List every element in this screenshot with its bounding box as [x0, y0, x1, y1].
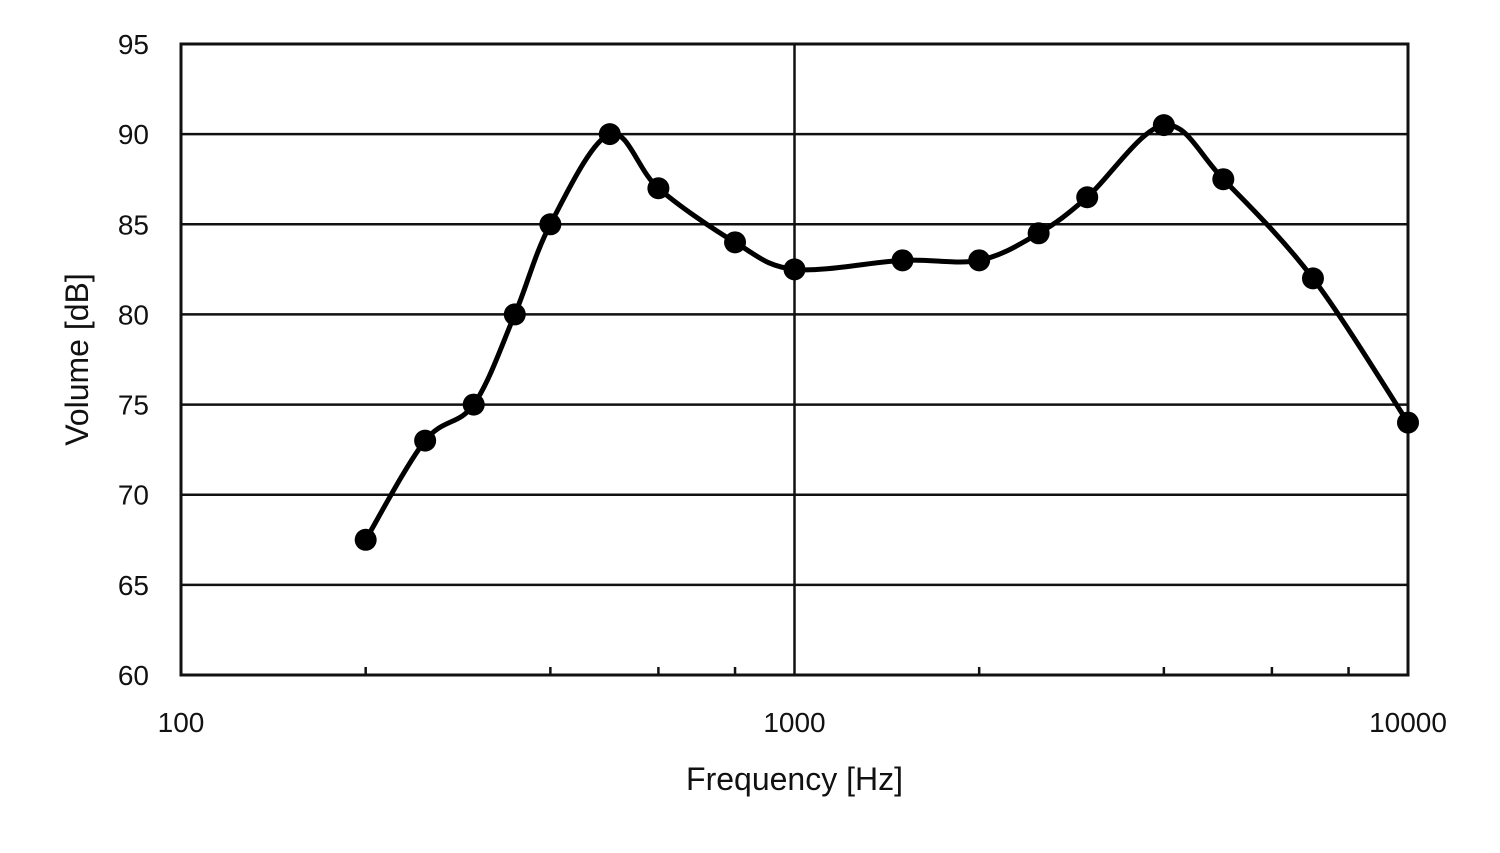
data-point: [354, 528, 377, 551]
data-point: [503, 303, 526, 326]
data-point: [1152, 114, 1175, 137]
y-tick-labels: 60 65 70 75 80 85 90 95: [118, 29, 149, 691]
x-tick-label: 100: [158, 707, 205, 738]
data-point: [1212, 168, 1235, 191]
x-tick-label: 1000: [763, 707, 825, 738]
data-point: [968, 249, 991, 272]
y-axis-title: Volume [dB]: [59, 273, 95, 446]
data-point: [1076, 186, 1099, 209]
y-tick-label: 60: [118, 660, 149, 691]
y-tick-label: 85: [118, 209, 149, 240]
y-tick-label: 80: [118, 299, 149, 330]
y-tick-label: 65: [118, 570, 149, 601]
y-tick-label: 75: [118, 390, 149, 421]
data-point: [1027, 222, 1050, 245]
plot-frame: [179, 42, 1410, 677]
data-point: [891, 249, 914, 272]
y-tick-label: 70: [118, 480, 149, 511]
y-tick-label: 90: [118, 119, 149, 150]
data-points: [354, 114, 1419, 551]
x-axis-title: Frequency [Hz]: [686, 761, 903, 797]
data-point: [1301, 267, 1324, 290]
grid-layer: [179, 42, 1410, 677]
x-tick-label: 10000: [1369, 707, 1447, 738]
data-point: [724, 231, 747, 254]
data-point: [539, 213, 562, 236]
data-point: [783, 258, 806, 281]
data-point: [1397, 411, 1419, 434]
series-line: [363, 122, 1411, 543]
data-point: [647, 177, 670, 200]
y-tick-label: 95: [118, 29, 149, 60]
data-point: [462, 393, 485, 416]
data-point: [598, 123, 621, 146]
data-point: [414, 429, 437, 452]
x-tick-labels: 100 1000 10000: [158, 707, 1447, 738]
